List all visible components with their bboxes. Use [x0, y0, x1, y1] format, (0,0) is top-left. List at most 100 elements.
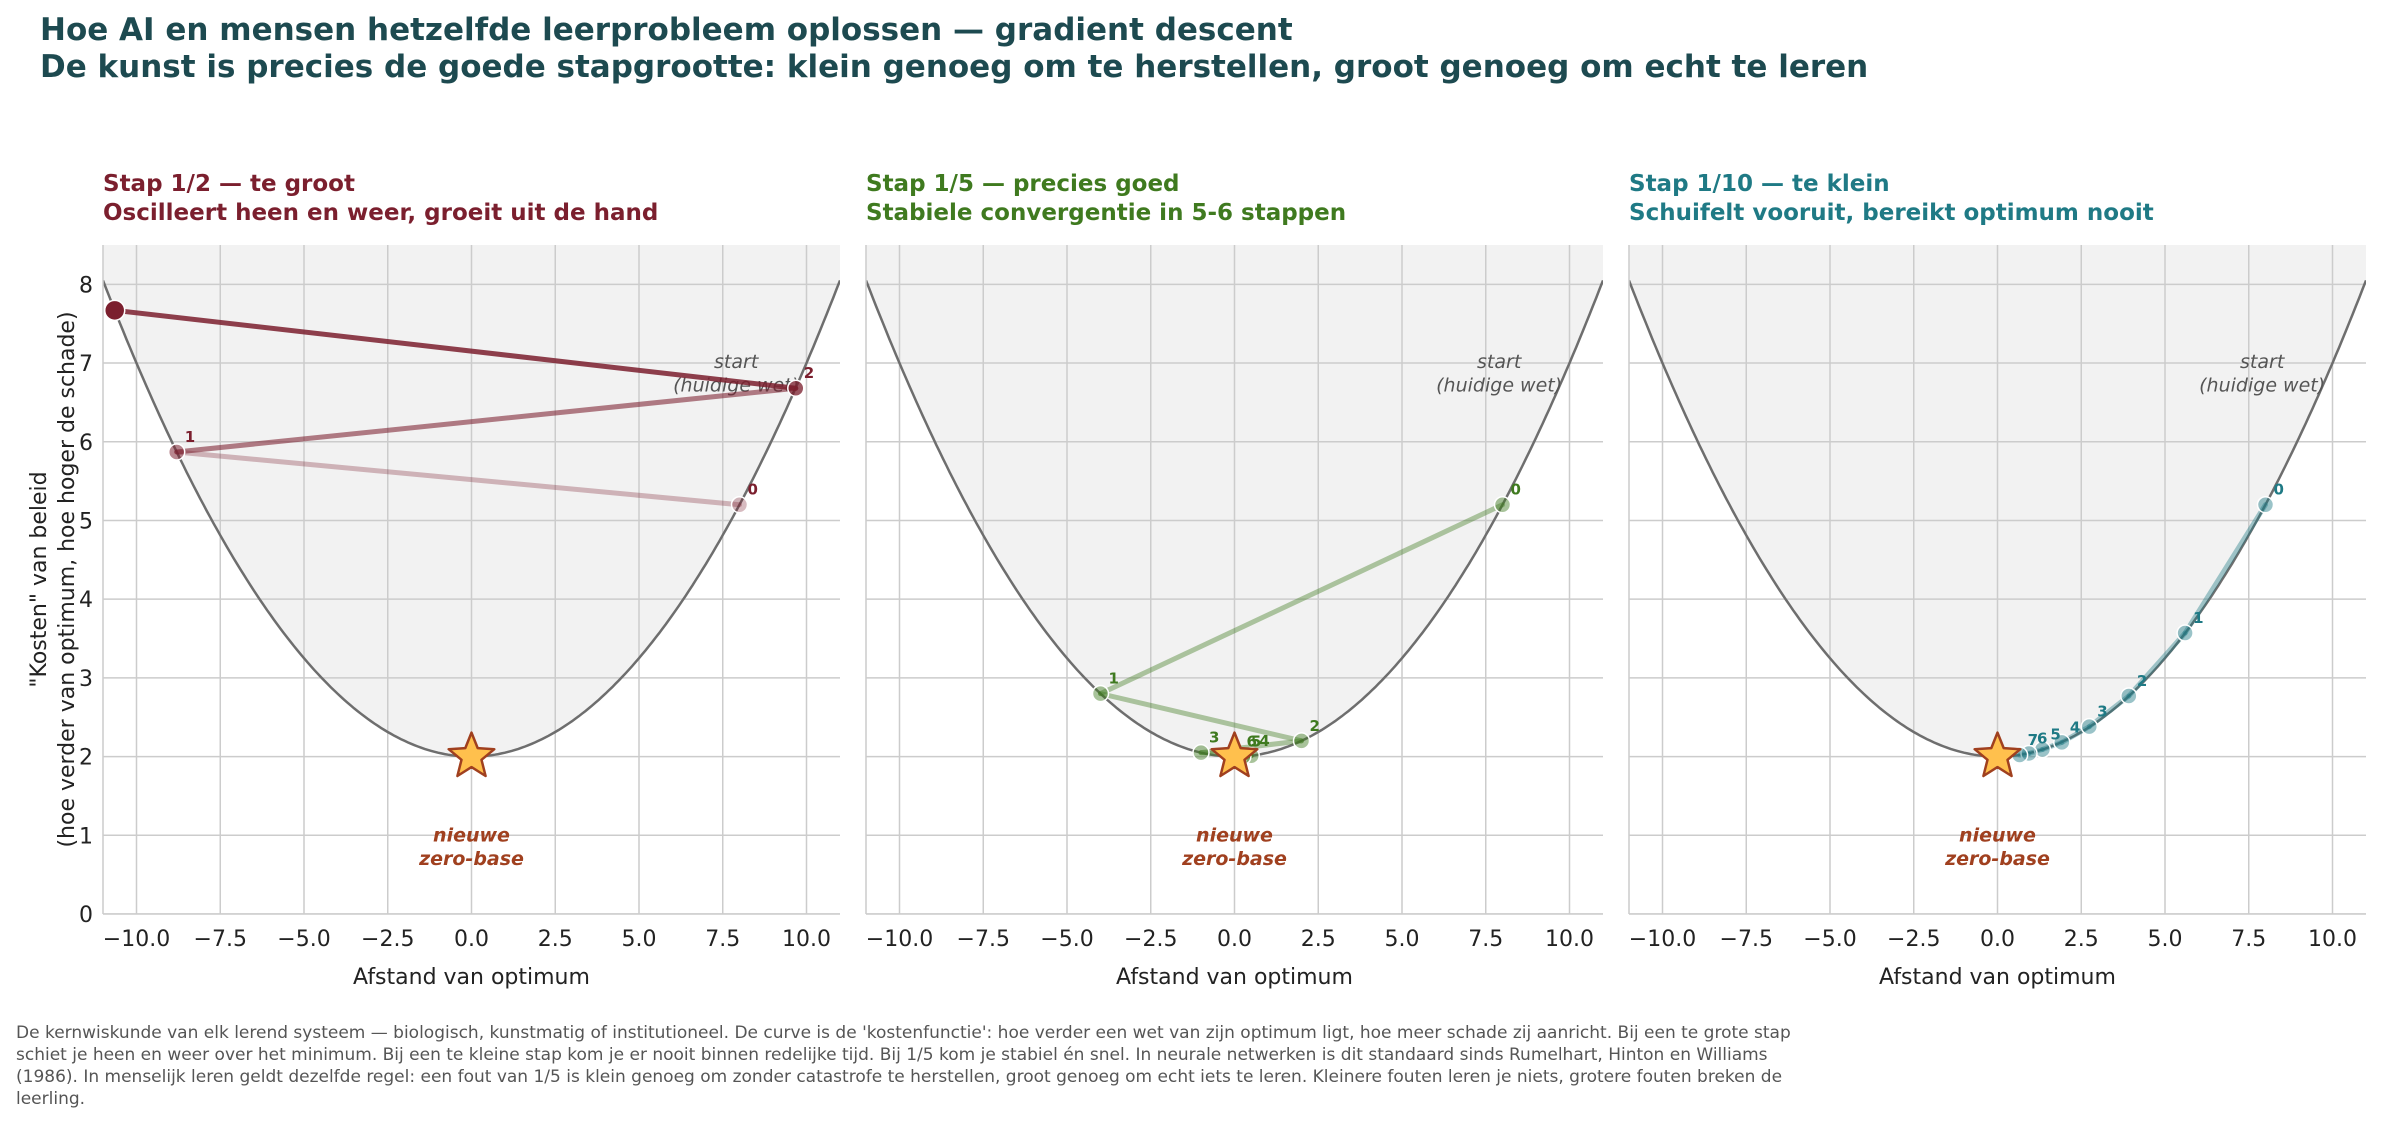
step-label: 7 [2028, 731, 2038, 749]
step-label: 2 [2137, 672, 2147, 690]
optimum-star-icon [1973, 731, 2022, 778]
panel-3-title-sub: Schuifelt vooruit, bereikt optimum nooit [1629, 200, 2154, 226]
x-tick-label: 2.5 [2064, 927, 2099, 952]
step-label: 0 [2274, 481, 2284, 499]
step-point [2176, 624, 2194, 642]
y-axis-label: "Kosten" van beleid (hoe verder van optim… [27, 311, 80, 847]
y-tick-label: 5 [79, 509, 93, 534]
x-tick-label: −7.5 [1720, 927, 1773, 952]
x-tick-label: −10.0 [103, 927, 170, 952]
start-annotation-line1: start [714, 351, 760, 373]
start-annotation-line2: (huidige wet) [1436, 375, 1562, 397]
step-label: 4 [1259, 732, 1269, 750]
optimum-label-line2: zero-base [1181, 848, 1287, 870]
step-point [787, 379, 805, 397]
start-annotation-line1: start [1477, 351, 1523, 373]
panel-2-title: Stap 1/5 — precies goed Stabiele converg… [866, 170, 1346, 228]
x-axis-label: Afstand van optimum [1116, 965, 1353, 990]
x-tick-label: −2.5 [1887, 927, 1940, 952]
y-tick-label: 2 [79, 746, 93, 771]
step-label: 1 [185, 428, 195, 446]
step-label: 4 [2070, 718, 2080, 736]
figure-title: Hoe AI en mensen hetzelfde leerprobleem … [40, 12, 1293, 48]
optimum-label-line1: nieuwe [433, 824, 510, 846]
y-tick-label: 6 [79, 431, 93, 456]
step-point [1493, 495, 1512, 514]
x-tick-label: 0.0 [1980, 927, 2015, 952]
step-point [2120, 687, 2138, 705]
step-segment [174, 449, 742, 508]
panel-2-title-main: Stap 1/5 — precies goed [866, 171, 1180, 197]
x-tick-label: 0.0 [1217, 927, 1252, 952]
figure-subtitle: De kunst is precies de goede stapgrootte… [40, 49, 1869, 85]
x-tick-label: −10.0 [1629, 927, 1696, 952]
x-tick-label: 7.5 [705, 927, 740, 952]
panel-1-title-main: Stap 1/2 — te groot [103, 171, 355, 197]
step-label: 0 [1511, 481, 1521, 499]
figure-title-block: Hoe AI en mensen hetzelfde leerprobleem … [40, 12, 1868, 86]
x-tick-label: 5.0 [2148, 927, 2183, 952]
x-tick-label: 2.5 [538, 927, 573, 952]
step-point [167, 443, 186, 461]
panel-2-title-sub: Stabiele convergentie in 5-6 stappen [866, 200, 1347, 226]
y-tick-label: 1 [79, 824, 93, 849]
footnote: De kernwiskunde van elk lerend systeem —… [16, 1023, 1791, 1109]
x-tick-label: −5.0 [1040, 927, 1093, 952]
step-point [1091, 684, 1110, 703]
start-annotation-line2: (huidige wet) [2199, 375, 2325, 397]
step-point [1292, 732, 1311, 750]
x-tick-label: 7.5 [1468, 927, 1503, 952]
step-point [103, 299, 126, 322]
step-label: 1 [2193, 609, 2203, 627]
x-tick-label: −7.5 [194, 927, 247, 952]
step-label: 2 [1310, 717, 1320, 735]
y-tick-label: 7 [79, 352, 93, 377]
optimum-label-line2: zero-base [418, 848, 524, 870]
step-segment [112, 307, 799, 391]
step-label: 6 [1247, 733, 1257, 751]
x-tick-label: 5.0 [622, 927, 657, 952]
x-tick-label: 2.5 [1301, 927, 1336, 952]
step-segment [2026, 747, 2045, 756]
step-point [730, 495, 749, 514]
step-label: 6 [2037, 729, 2047, 747]
x-tick-label: 10.0 [782, 927, 831, 952]
y-tick-label: 4 [79, 588, 93, 613]
x-axis-label: Afstand van optimum [353, 965, 590, 990]
x-tick-label: 7.5 [2231, 927, 2266, 952]
step-segment [2126, 630, 2188, 699]
step-point [2033, 740, 2052, 759]
optimum-star-icon [1210, 731, 1259, 778]
step-segment [2039, 739, 2065, 753]
step-point [2053, 733, 2071, 752]
panel-3-title: Stap 1/10 — te klein Schuifelt vooruit, … [1629, 170, 2154, 228]
y-tick-label: 8 [79, 273, 93, 298]
step-label: 2 [804, 364, 814, 382]
x-tick-label: 10.0 [1545, 927, 1594, 952]
x-tick-label: −5.0 [1803, 927, 1856, 952]
x-tick-label: −2.5 [361, 927, 414, 952]
start-annotation-line1: start [2240, 351, 2286, 373]
x-tick-label: 10.0 [2308, 927, 2357, 952]
step-segment [1098, 502, 1505, 697]
step-point [1192, 743, 1210, 762]
step-label: 3 [2097, 703, 2107, 721]
step-point [2080, 717, 2099, 736]
x-tick-label: −2.5 [1124, 927, 1177, 952]
x-axis-label: Afstand van optimum [1879, 965, 2116, 990]
x-tick-label: 5.0 [1385, 927, 1420, 952]
step-label: 1 [1109, 670, 1119, 688]
step-label: 5 [1251, 733, 1261, 751]
panel-1-title: Stap 1/2 — te groot Oscilleert heen en w… [103, 170, 658, 228]
x-tick-label: −10.0 [866, 927, 933, 952]
panel-3-title-main: Stap 1/10 — te klein [1629, 171, 1890, 197]
optimum-label-line1: nieuwe [1196, 824, 1273, 846]
panel-1-title-sub: Oscilleert heen en weer, groeit uit de h… [103, 200, 659, 226]
step-label: 3 [1209, 729, 1219, 747]
optimum-label-line2: zero-base [1944, 848, 2050, 870]
x-tick-label: 0.0 [454, 927, 489, 952]
step-label: 0 [748, 481, 758, 499]
